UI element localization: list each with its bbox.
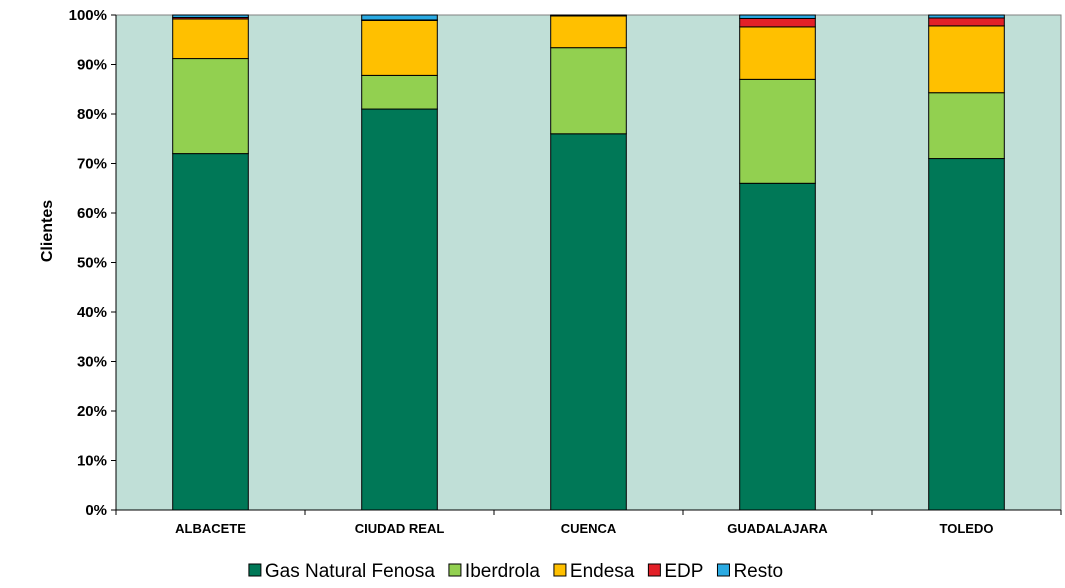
bar-segment: [361, 108, 438, 511]
bar-segment: [928, 14, 1005, 19]
legend: Gas Natural Fenosa Iberdrola Endesa EDP Rest…: [248, 561, 783, 582]
legend-swatch: [647, 563, 661, 577]
y-tick-label: 0%: [85, 502, 107, 519]
y-axis-label: Clientes: [39, 200, 56, 262]
bars-layer: [172, 14, 1005, 511]
bar-segment: [172, 58, 249, 155]
x-category-label: CIUDAD REAL: [355, 521, 445, 536]
y-axis: 0% 10% 20% 30% 40% 50% 60% 70% 80% 90% 100%: [69, 7, 117, 519]
y-tick-label: 70%: [77, 156, 107, 173]
legend-swatch: [248, 563, 262, 577]
bar-segment: [550, 133, 627, 511]
legend-swatch: [553, 563, 567, 577]
bar-segment: [739, 78, 816, 184]
y-tick-label: 100%: [69, 7, 107, 24]
bar-segment: [739, 182, 816, 511]
bar-segment: [928, 17, 1005, 27]
bar-segment: [172, 153, 249, 511]
bar-segment: [928, 92, 1005, 160]
x-category-label: TOLEDO: [940, 521, 994, 536]
bar-segment: [928, 158, 1005, 511]
bar-segment: [361, 14, 438, 21]
legend-label: Resto: [733, 561, 783, 582]
x-category-label: CUENCA: [561, 521, 617, 536]
y-tick-label: 40%: [77, 304, 107, 321]
bar-segment: [172, 18, 249, 60]
bar-segment: [550, 47, 627, 135]
legend-label: Endesa: [570, 561, 635, 582]
y-tick-label: 80%: [77, 106, 107, 123]
y-tick-label: 50%: [77, 255, 107, 272]
bar-segment: [550, 15, 627, 49]
y-tick-label: 30%: [77, 354, 107, 371]
bar-segment: [361, 74, 438, 110]
y-tick-label: 90%: [77, 57, 107, 74]
bar-segment: [739, 17, 816, 28]
bar-segment: [739, 26, 816, 80]
y-tick-label: 60%: [77, 205, 107, 222]
legend-swatch: [716, 563, 730, 577]
legend-label: Iberdrola: [465, 561, 540, 582]
x-category-label: ALBACETE: [175, 521, 246, 536]
bar-segment: [928, 25, 1005, 94]
y-tick-label: 10%: [77, 453, 107, 470]
legend-swatch: [448, 563, 462, 577]
bar-segment: [739, 14, 816, 19]
x-category-label: GUADALAJARA: [727, 521, 828, 536]
bar-segment: [361, 19, 438, 76]
y-tick-label: 20%: [77, 403, 107, 420]
legend-label: Gas Natural Fenosa: [265, 561, 435, 582]
x-axis: ALBACETE CIUDAD REAL CUENCA GUADALAJARA TOLE…: [115, 509, 1062, 536]
legend-label: EDP: [664, 561, 703, 582]
bar-segment: [172, 14, 249, 18]
